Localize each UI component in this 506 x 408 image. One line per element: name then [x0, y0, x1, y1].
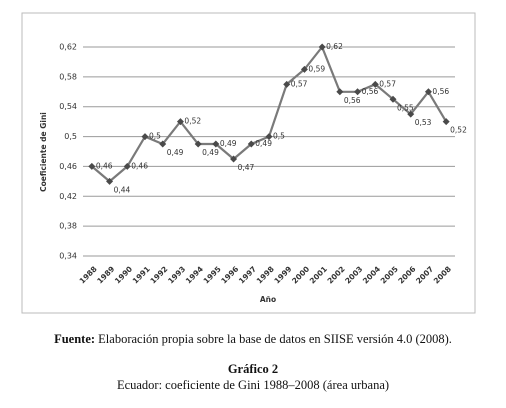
data-label: 0,5 — [149, 132, 161, 141]
data-label: 0,52 — [450, 126, 467, 135]
point-marker — [424, 88, 432, 96]
data-label: 0,55 — [397, 103, 414, 112]
source-label: Fuente: — [54, 332, 95, 346]
y-axis-title: Coeficiente de Gini — [39, 112, 48, 192]
data-label: 0,57 — [291, 79, 308, 88]
point-marker — [176, 118, 184, 126]
point-marker — [283, 80, 291, 88]
point-marker — [354, 88, 362, 96]
data-label: 0,46 — [96, 161, 113, 170]
data-label: 0,62 — [326, 42, 343, 51]
y-tick-label: 0,34 — [59, 252, 77, 261]
y-tick-label: 0,5 — [64, 132, 77, 141]
point-marker — [123, 162, 131, 170]
y-tick-label: 0,38 — [59, 222, 77, 231]
figure-title: Ecuador: coeficiente de Gini 1988–2008 (… — [117, 378, 389, 392]
point-marker — [159, 140, 167, 148]
point-marker — [336, 88, 344, 96]
data-label: 0,53 — [415, 118, 432, 127]
point-marker — [88, 162, 96, 170]
y-tick-label: 0,42 — [59, 192, 77, 201]
data-label: 0,49 — [167, 148, 184, 157]
data-label: 0,46 — [131, 161, 148, 170]
x-axis-title: Año — [260, 295, 276, 304]
point-marker — [389, 95, 397, 103]
y-tick-label: 0,54 — [59, 102, 77, 111]
data-label: 0,59 — [308, 64, 325, 73]
data-label: 0,56 — [432, 87, 449, 96]
point-marker — [407, 110, 415, 118]
data-label: 0,49 — [202, 148, 219, 157]
data-label: 0,57 — [379, 79, 396, 88]
data-label: 0,56 — [362, 87, 379, 96]
point-marker — [265, 133, 273, 141]
source-text: Elaboración propia sobre la base de dato… — [98, 332, 452, 346]
data-label: 0,52 — [184, 117, 201, 126]
point-marker — [371, 80, 379, 88]
chart-frame — [21, 12, 476, 314]
point-marker — [442, 118, 450, 126]
point-marker — [247, 140, 255, 148]
point-marker — [194, 140, 202, 148]
point-marker — [300, 65, 308, 73]
data-label: 0,56 — [344, 96, 361, 105]
data-label: 0,44 — [114, 185, 131, 194]
point-marker — [212, 140, 220, 148]
point-marker — [141, 133, 149, 141]
data-label: 0,5 — [273, 132, 285, 141]
y-tick-label: 0,58 — [59, 72, 77, 81]
figure-number: Gráfico 2 — [228, 362, 278, 376]
source-note: Fuente: Elaboración propia sobre la base… — [54, 332, 452, 346]
data-label: 0,49 — [220, 139, 237, 148]
point-marker — [318, 43, 326, 51]
data-label: 0,47 — [238, 163, 255, 172]
data-label: 0,49 — [255, 139, 272, 148]
y-tick-label: 0,46 — [59, 162, 77, 171]
point-marker — [230, 155, 238, 163]
point-marker — [106, 177, 114, 185]
y-tick-label: 0,62 — [59, 43, 77, 52]
